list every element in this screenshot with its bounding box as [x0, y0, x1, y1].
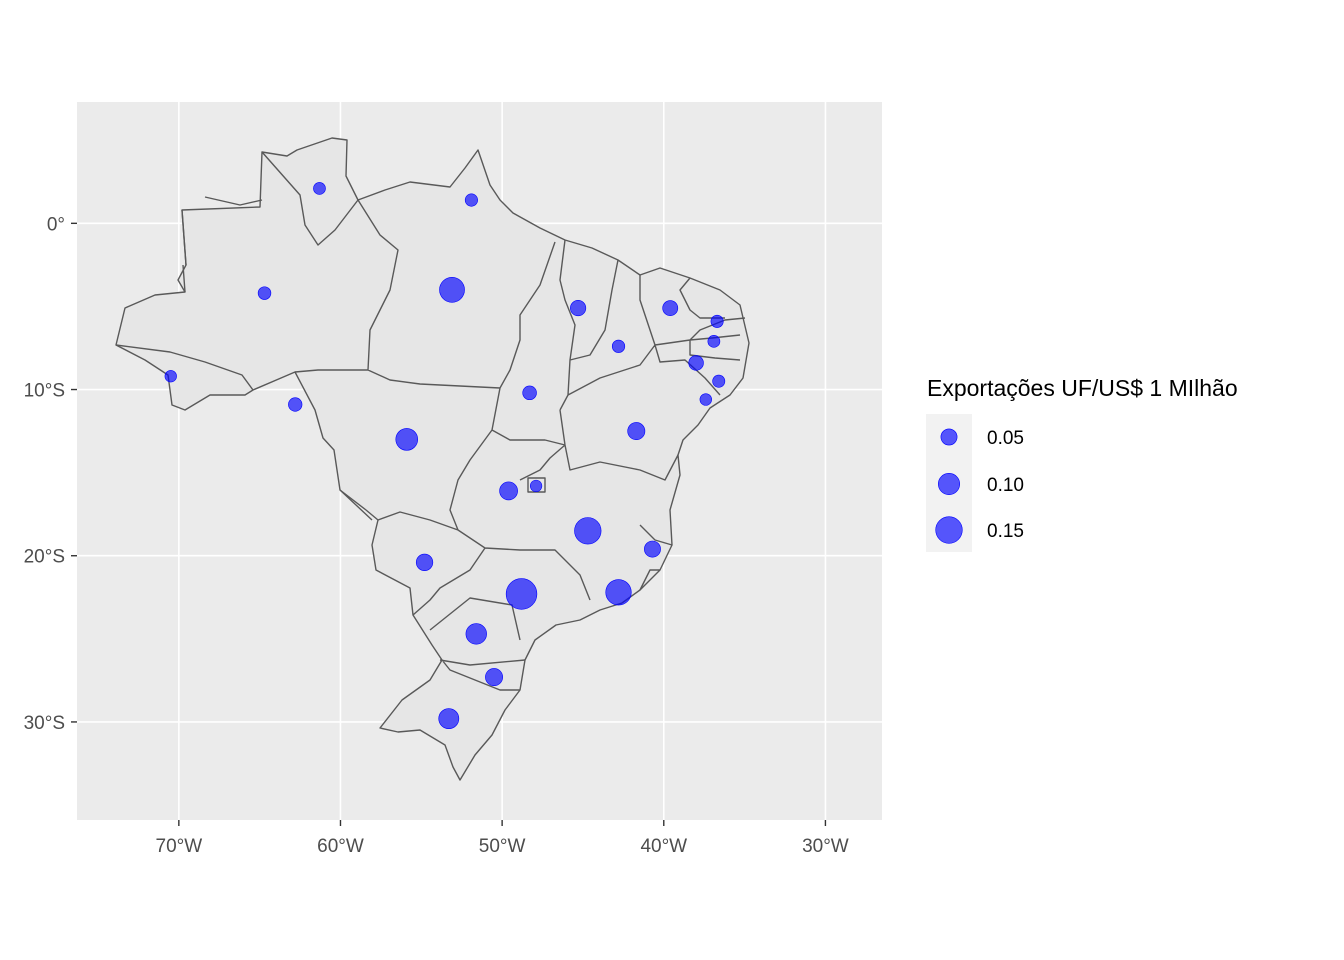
bubble [707, 335, 721, 348]
bubble [415, 553, 434, 571]
x-axis: 70°W 60°W 50°W 40°W 30°W [156, 820, 849, 857]
bubble [611, 339, 626, 353]
y-axis: 0° 10°S 20°S 30°S [24, 214, 77, 734]
bubble [439, 276, 465, 303]
bubble [605, 579, 632, 606]
x-tick-label: 70°W [156, 836, 203, 857]
y-tick-label: 10°S [24, 381, 65, 402]
bubble [505, 578, 538, 610]
bubble [438, 708, 460, 729]
legend-label: 0.10 [987, 475, 1024, 496]
x-tick-label: 50°W [479, 836, 526, 857]
legend-title: Exportações UF/US$ 1 MIlhão [927, 375, 1238, 401]
y-tick-label: 30°S [24, 713, 65, 734]
bubble [662, 300, 679, 316]
legend-label: 0.05 [987, 428, 1024, 449]
legend-key-bubble [937, 472, 960, 495]
bubble [465, 623, 487, 645]
y-tick-label: 20°S [24, 547, 65, 568]
legend-key-bubble [940, 428, 958, 446]
bubble [499, 481, 518, 501]
legend-label: 0.15 [987, 521, 1024, 542]
bubble [699, 393, 712, 406]
bubble [257, 286, 272, 300]
bubble [644, 540, 661, 558]
bubble [485, 668, 503, 686]
bubble [288, 397, 303, 412]
bubble [574, 517, 602, 545]
legend-key-bubble [935, 516, 963, 544]
legend: Exportações UF/US$ 1 MIlhão 0.05 0.10 0.15 [926, 375, 1238, 552]
bubble [522, 385, 537, 401]
brazil-states-map [115, 137, 750, 781]
bubble [627, 422, 646, 441]
x-tick-label: 60°W [317, 836, 364, 857]
bubble [464, 193, 478, 207]
bubble [712, 374, 726, 388]
x-tick-label: 30°W [802, 836, 849, 857]
bubble [710, 314, 724, 328]
bubbles [164, 182, 726, 729]
bubble [313, 182, 326, 195]
x-tick-label: 40°W [640, 836, 687, 857]
bubble [529, 479, 543, 493]
brazil-outline [115, 137, 750, 781]
bubble [395, 428, 419, 451]
bubble [570, 300, 587, 317]
y-tick-label: 0° [47, 214, 65, 235]
legend-keys: 0.05 0.10 0.15 [935, 428, 1024, 544]
bubble [688, 355, 704, 371]
bubble [164, 370, 177, 383]
